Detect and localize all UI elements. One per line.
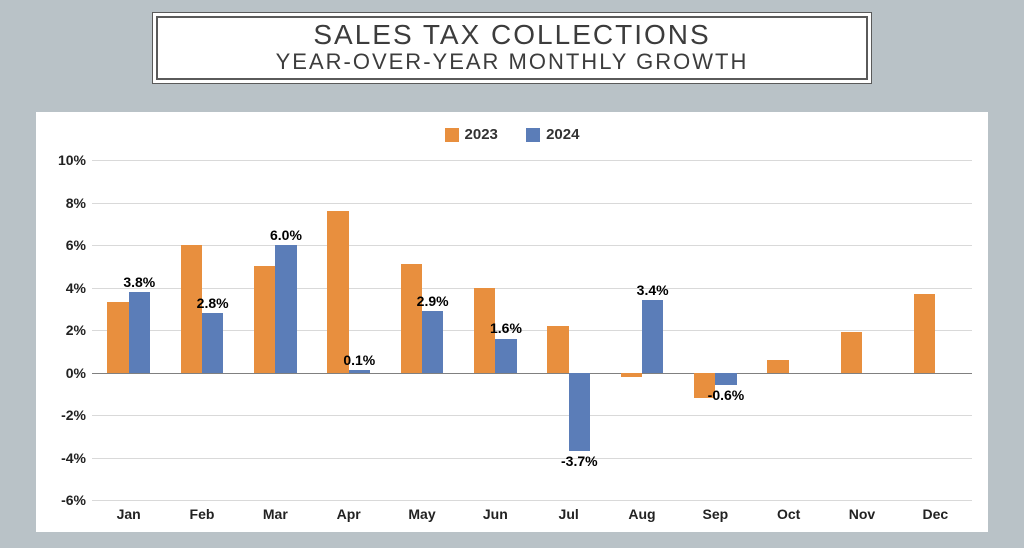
data-label: 1.6% <box>490 320 522 336</box>
title-main: SALES TAX COLLECTIONS <box>163 19 861 51</box>
bar <box>569 373 590 452</box>
bar <box>495 339 516 373</box>
bar <box>621 373 642 377</box>
legend-label-2024: 2024 <box>546 126 579 143</box>
y-tick-label: -2% <box>61 407 86 423</box>
bar <box>547 326 568 373</box>
y-tick-label: -4% <box>61 450 86 466</box>
data-label: 0.1% <box>343 352 375 368</box>
x-axis-label: Apr <box>337 506 361 522</box>
bar <box>767 360 788 373</box>
data-label: -0.6% <box>708 387 745 403</box>
y-tick-label: -6% <box>61 492 86 508</box>
legend-swatch-2023 <box>445 128 459 142</box>
bar <box>349 370 370 372</box>
x-axis-label: Mar <box>263 506 288 522</box>
y-tick-label: 8% <box>66 195 86 211</box>
bar <box>129 292 150 373</box>
plot-area: JanFebMarAprMayJunJulAugSepOctNovDec -6%… <box>92 160 972 500</box>
legend-item-2023: 2023 <box>445 126 498 143</box>
gridline <box>92 458 972 459</box>
gridline <box>92 500 972 501</box>
bar <box>275 245 296 373</box>
gridline <box>92 160 972 161</box>
x-axis-label: Dec <box>922 506 948 522</box>
data-label: 3.4% <box>637 282 669 298</box>
gridline <box>92 415 972 416</box>
bar <box>327 211 348 373</box>
gridline <box>92 245 972 246</box>
data-label: 2.8% <box>197 295 229 311</box>
data-label: 3.8% <box>123 274 155 290</box>
legend-item-2024: 2024 <box>526 126 579 143</box>
bar <box>202 313 223 373</box>
y-tick-label: 0% <box>66 365 86 381</box>
bar <box>715 373 736 386</box>
y-tick-label: 4% <box>66 280 86 296</box>
bar <box>642 300 663 372</box>
x-axis-label: Sep <box>702 506 728 522</box>
legend-swatch-2024 <box>526 128 540 142</box>
x-axis-label: Aug <box>628 506 655 522</box>
x-axis-label: Jun <box>483 506 508 522</box>
y-tick-label: 2% <box>66 322 86 338</box>
y-tick-label: 6% <box>66 237 86 253</box>
chart-panel: 2023 2024 JanFebMarAprMayJunJulAugSepOct… <box>36 112 988 532</box>
x-axis-label: Oct <box>777 506 800 522</box>
x-axis-label: May <box>408 506 435 522</box>
x-axis-labels: Jan Feb Mar Apr May Jun Jul Aug Sep Oct Nov Dec <box>92 506 972 526</box>
legend: 2023 2024 <box>36 126 988 146</box>
x-axis-label: Jul <box>559 506 579 522</box>
bar <box>401 264 422 372</box>
title-sub: YEAR-OVER-YEAR MONTHLY GROWTH <box>163 49 861 75</box>
y-tick-label: 10% <box>58 152 86 168</box>
bar <box>254 266 275 372</box>
x-axis-label: Feb <box>190 506 215 522</box>
title-box: SALES TAX COLLECTIONS YEAR-OVER-YEAR MON… <box>152 12 872 84</box>
gridline <box>92 288 972 289</box>
zero-line <box>92 373 972 374</box>
bar <box>422 311 443 373</box>
bar <box>107 302 128 372</box>
bar <box>914 294 935 373</box>
legend-label-2023: 2023 <box>465 126 498 143</box>
bar <box>841 332 862 372</box>
gridline <box>92 203 972 204</box>
gridline <box>92 330 972 331</box>
data-label: -3.7% <box>561 453 598 469</box>
x-axis-label: Jan <box>117 506 141 522</box>
data-label: 6.0% <box>270 227 302 243</box>
data-label: 2.9% <box>417 293 449 309</box>
x-axis-label: Nov <box>849 506 875 522</box>
